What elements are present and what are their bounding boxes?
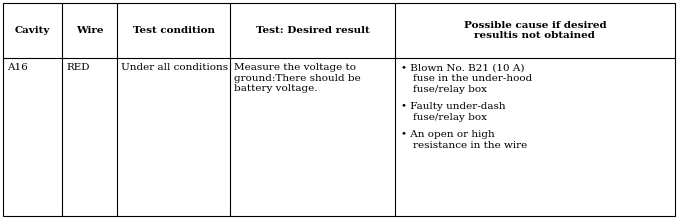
Text: Measure the voltage to
ground:There should be
battery voltage.: Measure the voltage to ground:There shou… [234, 63, 361, 93]
Text: fuse in the under-hood: fuse in the under-hood [413, 74, 532, 83]
Text: A16: A16 [7, 63, 28, 72]
Text: Possible cause if desired
resultis not obtained: Possible cause if desired resultis not o… [464, 21, 606, 40]
Text: • Faulty under-dash: • Faulty under-dash [401, 102, 505, 111]
Text: Test: Desired result: Test: Desired result [256, 26, 370, 35]
Text: Under all conditions: Under all conditions [121, 63, 228, 72]
Text: Cavity: Cavity [15, 26, 50, 35]
Text: fuse/relay box: fuse/relay box [413, 85, 487, 94]
Text: Wire: Wire [76, 26, 104, 35]
Text: • Blown No. B21 (10 A): • Blown No. B21 (10 A) [401, 63, 524, 72]
Text: • An open or high: • An open or high [401, 130, 494, 139]
Text: RED: RED [66, 63, 89, 72]
Text: fuse/relay box: fuse/relay box [413, 113, 487, 122]
Text: Test condition: Test condition [133, 26, 215, 35]
Text: resistance in the wire: resistance in the wire [413, 141, 527, 150]
